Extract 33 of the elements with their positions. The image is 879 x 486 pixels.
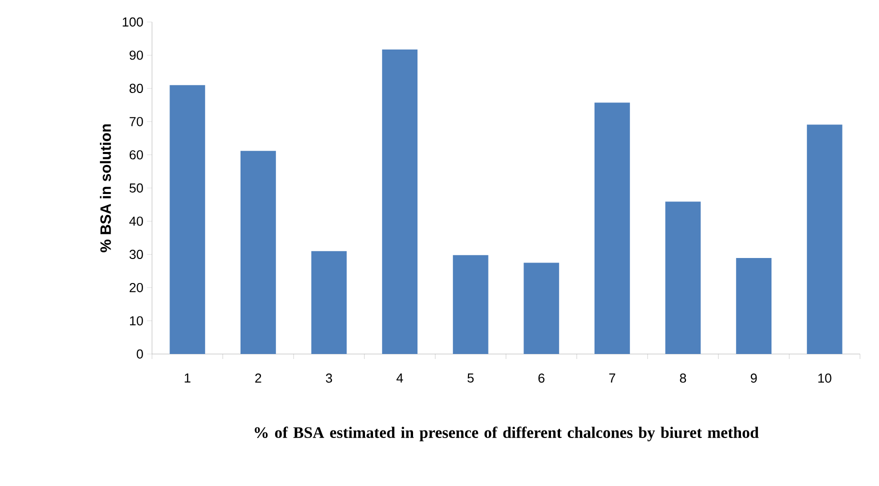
- x-tick-label: 3: [326, 374, 332, 383]
- x-tick-label: 2: [255, 374, 262, 383]
- y-tick-label: 20: [130, 282, 143, 292]
- y-tick-label: 80: [130, 84, 143, 93]
- y-tick-label: 0: [136, 349, 143, 359]
- x-tick-label: 1: [184, 374, 190, 382]
- bar: [665, 202, 701, 354]
- y-tick-label: 40: [129, 216, 143, 226]
- bar: [452, 255, 488, 354]
- bar: [240, 150, 276, 354]
- y-tick-label: 50: [130, 183, 143, 193]
- bar: [736, 258, 772, 354]
- bar: [382, 50, 418, 354]
- y-tick-label: 100: [122, 17, 143, 27]
- y-tick-label: 30: [130, 250, 143, 259]
- x-tick-label: 8: [680, 374, 686, 383]
- x-tick-label: 4: [396, 374, 404, 382]
- bar: [311, 251, 347, 354]
- y-tick-label: 60: [130, 150, 143, 160]
- bar: [594, 102, 630, 354]
- y-tick-label: 90: [130, 50, 143, 60]
- x-tick-label: 5: [468, 374, 474, 383]
- bar: [170, 85, 206, 354]
- x-tick-label: 6: [538, 374, 544, 383]
- y-tick-label: 70: [130, 116, 143, 126]
- x-tick-label: 10: [818, 374, 832, 383]
- bar: [524, 262, 560, 354]
- y-tick-label: 10: [130, 316, 143, 326]
- x-axis-title: % of BSA estimated in presence of different chalcones by biuret method: [254, 426, 759, 442]
- x-tick-label: 7: [609, 374, 616, 382]
- bar: [806, 124, 842, 354]
- y-axis-title: % BSA in solution: [100, 124, 111, 252]
- x-tick-label: 9: [750, 374, 757, 383]
